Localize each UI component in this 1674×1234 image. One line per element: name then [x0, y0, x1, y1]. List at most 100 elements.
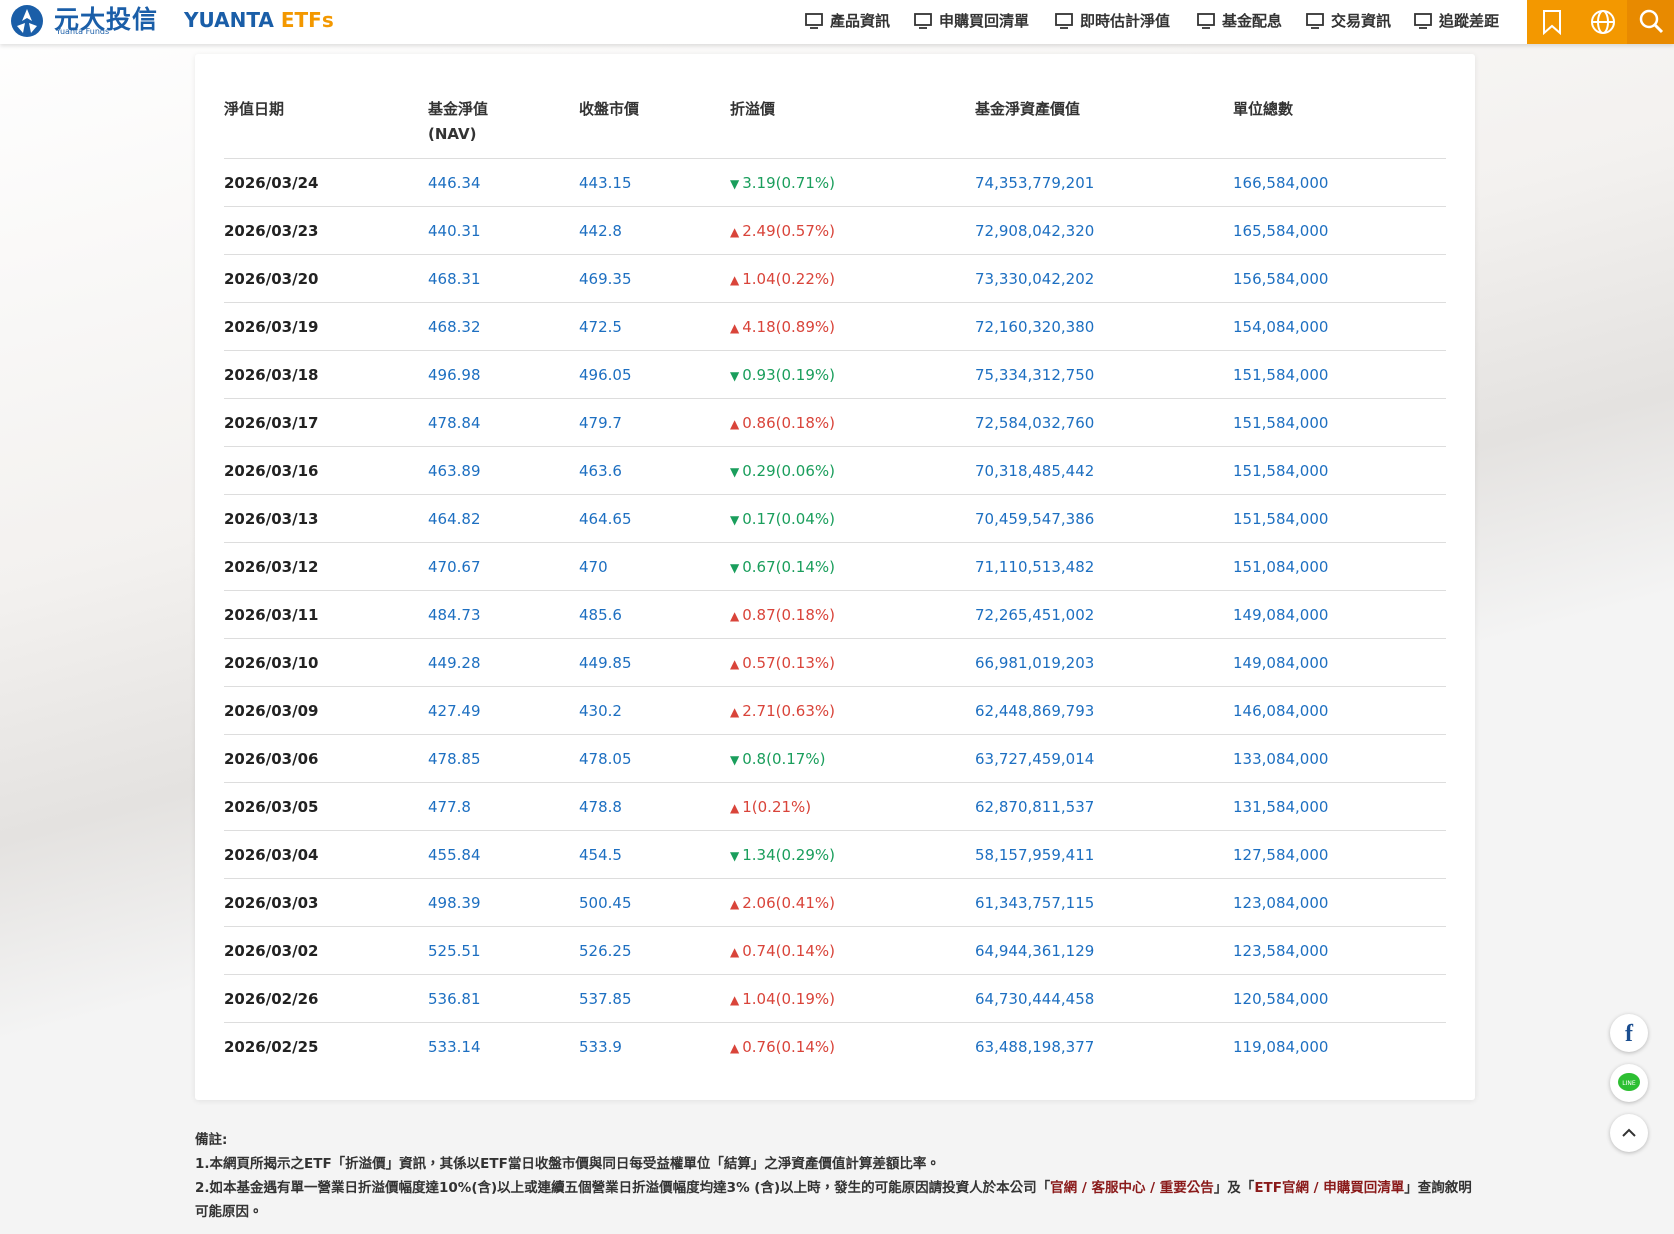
units: 151,584,000 [1233, 366, 1329, 384]
note-link[interactable]: 官網 / 客服中心 / 重要公告 [1050, 1180, 1214, 1196]
row-divider [224, 350, 1446, 351]
language-icon[interactable] [1589, 8, 1617, 36]
row-divider [224, 158, 1446, 159]
arrow-up: ▲ [730, 657, 740, 671]
logo-cn[interactable]: 元大投信 [54, 5, 159, 34]
bookmark-icon[interactable] [1541, 9, 1563, 35]
nav-label[interactable]: 申購買回清單 [939, 12, 1030, 30]
price: 469.35 [579, 270, 632, 288]
date: 2026/03/04 [224, 846, 319, 864]
logo-icon[interactable] [9, 4, 45, 38]
nav-label[interactable]: 追蹤差距 [1439, 12, 1500, 30]
row-divider [224, 542, 1446, 543]
price: 430.2 [579, 702, 622, 720]
assets: 63,727,459,014 [975, 750, 1095, 768]
nav: 478.85 [428, 750, 481, 768]
row-divider [224, 302, 1446, 303]
date: 2026/03/09 [224, 702, 319, 720]
row-divider [224, 494, 1446, 495]
premium: 0.86(0.18%) [742, 414, 835, 432]
svg-text:f: f [1625, 1021, 1634, 1047]
nav: 468.32 [428, 318, 481, 336]
assets: 71,110,513,482 [975, 558, 1095, 576]
column-header: 單位總數 [1233, 100, 1294, 118]
premium-cell: ▲ 0.76(0.14%) [730, 1037, 835, 1058]
date: 2026/03/17 [224, 414, 319, 432]
header: 元大投信 Yuanta Funds YUANTA ETFs 產品資訊 申購買回清單… [0, 0, 1674, 44]
nav-item[interactable]: 基金配息 [1196, 10, 1282, 31]
units: 166,584,000 [1233, 174, 1329, 192]
price: 533.9 [579, 1038, 622, 1056]
units: 127,584,000 [1233, 846, 1329, 864]
assets: 74,353,779,201 [975, 174, 1095, 192]
assets: 62,448,869,793 [975, 702, 1095, 720]
note-link[interactable]: ETF官網 / 申購買回清單 [1254, 1180, 1405, 1196]
nav: 449.28 [428, 654, 481, 672]
row-divider [224, 398, 1446, 399]
nav-item[interactable]: 交易資訊 [1305, 10, 1391, 31]
price: 478.05 [579, 750, 632, 768]
facebook-button[interactable]: f [1610, 1014, 1648, 1052]
price: 464.65 [579, 510, 632, 528]
date: 2026/03/20 [224, 270, 319, 288]
column-header: 淨值日期 [224, 100, 285, 118]
premium: 1.04(0.22%) [742, 270, 835, 288]
search-button[interactable] [1627, 0, 1674, 44]
date: 2026/03/05 [224, 798, 319, 816]
premium: 0.87(0.18%) [742, 606, 835, 624]
nav-item[interactable]: 即時估計淨值 [1054, 10, 1170, 31]
nav: 468.31 [428, 270, 481, 288]
premium: 0.57(0.13%) [742, 654, 835, 672]
note-text: 」及「 [1213, 1180, 1255, 1196]
arrow-down: ▼ [730, 369, 740, 383]
date: 2026/03/03 [224, 894, 319, 912]
arrow-up: ▲ [730, 801, 740, 815]
premium: 2.71(0.63%) [742, 702, 835, 720]
nav-label[interactable]: 基金配息 [1222, 12, 1283, 30]
date: 2026/03/12 [224, 558, 319, 576]
line-button[interactable]: LINE [1610, 1064, 1648, 1102]
premium-cell: ▲ 0.74(0.14%) [730, 941, 835, 962]
date: 2026/03/24 [224, 174, 319, 192]
row-divider [224, 926, 1446, 927]
nav: 477.8 [428, 798, 471, 816]
nav: 478.84 [428, 414, 481, 432]
nav-icon [805, 12, 823, 29]
nav-label[interactable]: 即時估計淨值 [1080, 12, 1171, 30]
units: 151,584,000 [1233, 414, 1329, 432]
premium-cell: ▲ 1.04(0.19%) [730, 989, 835, 1010]
nav-label[interactable]: 交易資訊 [1331, 12, 1392, 30]
assets: 64,944,361,129 [975, 942, 1095, 960]
nav: 440.31 [428, 222, 481, 240]
nav: 455.84 [428, 846, 481, 864]
premium-cell: ▲ 1.04(0.22%) [730, 269, 835, 290]
nav: 470.67 [428, 558, 481, 576]
assets: 70,318,485,442 [975, 462, 1095, 480]
note-line: 1.本網頁所揭示之ETF「折溢價」資訊，其係以ETF當日收盤市價與同日每受益權單… [195, 1156, 940, 1172]
price: 478.8 [579, 798, 622, 816]
premium: 1.04(0.19%) [742, 990, 835, 1008]
nav-item[interactable]: 產品資訊 [804, 10, 890, 31]
row-divider [224, 734, 1446, 735]
premium-cell: ▲ 2.06(0.41%) [730, 893, 835, 914]
price: 470 [579, 558, 608, 576]
premium-cell: ▼ 1.34(0.29%) [730, 845, 835, 866]
arrow-up: ▲ [730, 705, 740, 719]
nav-icon [1197, 12, 1215, 29]
row-divider [224, 974, 1446, 975]
brand-accent: ETFs [280, 8, 334, 32]
premium-cell: ▼ 0.93(0.19%) [730, 365, 835, 386]
premium-cell: ▲ 2.71(0.63%) [730, 701, 835, 722]
price: 472.5 [579, 318, 622, 336]
scroll-top-button[interactable] [1610, 1114, 1648, 1152]
premium: 3.19(0.71%) [742, 174, 835, 192]
nav-label[interactable]: 產品資訊 [830, 12, 891, 30]
premium-cell: ▼ 3.19(0.71%) [730, 173, 835, 194]
assets: 62,870,811,537 [975, 798, 1095, 816]
arrow-up: ▲ [730, 993, 740, 1007]
nav: 427.49 [428, 702, 481, 720]
price: 449.85 [579, 654, 632, 672]
nav-item[interactable]: 申購買回清單 [913, 10, 1029, 31]
brand: YUANTA ETFs [184, 8, 334, 32]
nav-item[interactable]: 追蹤差距 [1413, 10, 1499, 31]
